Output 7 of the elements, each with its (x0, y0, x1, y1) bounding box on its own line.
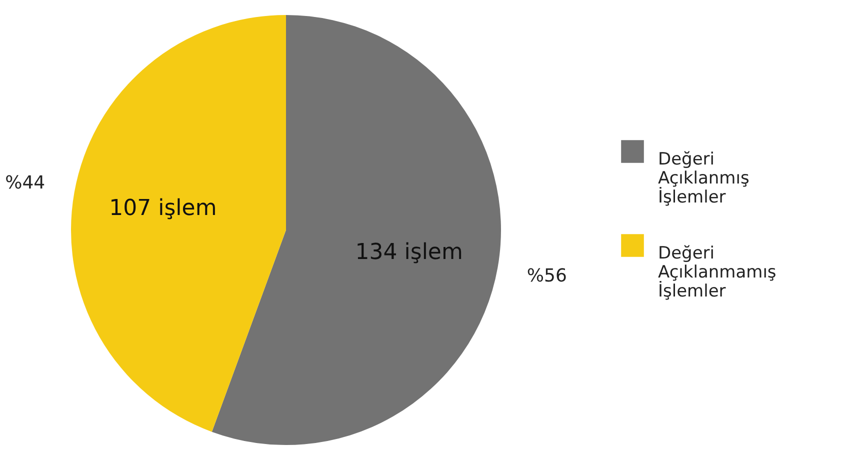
text: %56 (526, 265, 567, 286)
text: %44 (5, 172, 46, 194)
data-label: 134 işlem (355, 240, 463, 265)
pie-slice (71, 15, 286, 432)
data-label: 107 işlem (109, 196, 217, 222)
legend-label: Değeri Açıklanmış İşlemler (658, 150, 750, 208)
legend-label: Değeri Açıklanmamış İşlemler (658, 244, 776, 302)
